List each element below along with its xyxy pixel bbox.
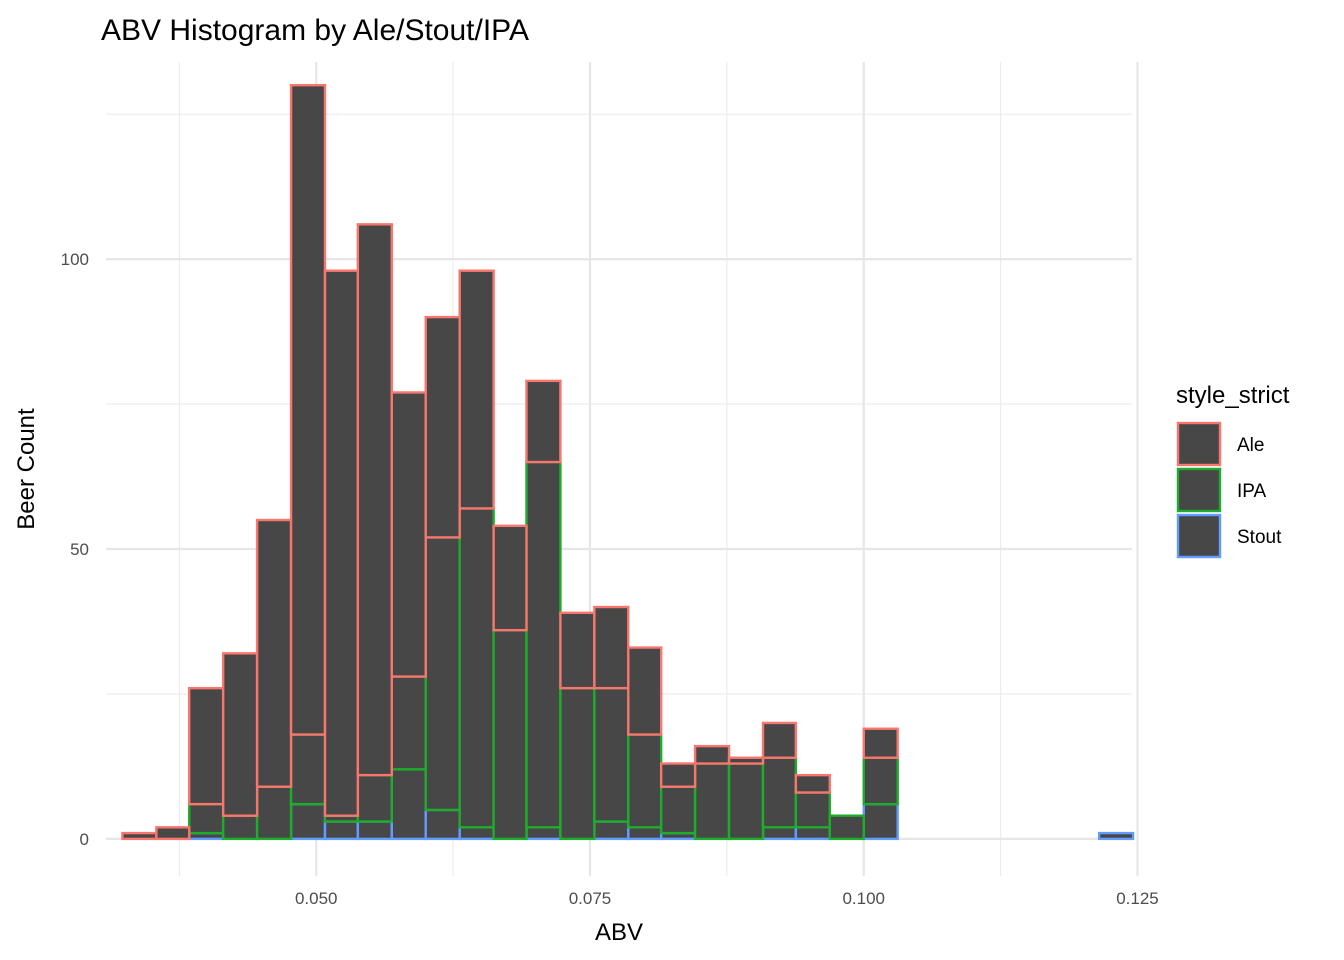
histogram-bar-stout	[862, 802, 899, 841]
histogram-bar-ale	[458, 269, 495, 510]
histogram-bar-ipa	[424, 536, 461, 812]
histogram-bar-ipa	[727, 762, 765, 841]
histogram-bar-ipa	[627, 733, 663, 829]
legend-title: style_strict	[1176, 382, 1290, 409]
histogram-bar-ale	[659, 762, 697, 788]
histogram-bar-stout	[525, 826, 562, 841]
histogram-bar-ipa	[390, 675, 427, 771]
histogram-bars	[121, 83, 1135, 841]
histogram-bar-ipa	[458, 507, 495, 829]
x-axis-ticks: 0.050 0.075 0.100 0.125	[295, 889, 1159, 908]
legend-items: Ale IPA Stout	[1176, 421, 1282, 559]
histogram-bar-ale	[525, 379, 562, 464]
y-tick-label: 100	[61, 250, 89, 269]
legend-label-stout: Stout	[1237, 527, 1282, 548]
histogram-bar-ale	[727, 756, 765, 765]
histogram-bar-stout	[356, 820, 393, 841]
histogram-bar-ipa	[794, 791, 831, 829]
histogram-bar-ale	[188, 686, 225, 806]
histogram-bar-ipa	[188, 802, 225, 835]
histogram-bar-ale	[693, 744, 731, 765]
histogram-bar-ipa	[659, 785, 697, 835]
histogram-bar-stout	[289, 802, 327, 841]
histogram-bar-ale	[323, 269, 360, 817]
histogram-bar-ipa	[492, 628, 528, 841]
histogram-bar-ipa	[761, 756, 798, 829]
histogram-bar-ale	[862, 727, 899, 759]
histogram-bar-ipa	[356, 773, 393, 823]
legend-label-ipa: IPA	[1237, 481, 1267, 502]
histogram-bar-ale	[289, 83, 327, 736]
histogram-bar-ale	[761, 721, 798, 759]
histogram-bar-stout	[390, 768, 427, 841]
histogram-bar-ipa	[255, 785, 293, 841]
histogram-bar-ale	[627, 646, 663, 736]
histogram-bar-stout	[593, 820, 630, 841]
histogram-bar-ipa	[828, 814, 865, 841]
histogram-bar-ale	[356, 223, 393, 777]
histogram-bar-ipa	[693, 762, 731, 841]
chart-title: ABV Histogram by Ale/Stout/IPA	[101, 14, 529, 47]
histogram-bar-stout	[794, 826, 831, 841]
histogram-bar-ale	[593, 605, 630, 690]
legend-key-stout	[1176, 513, 1222, 559]
histogram-bar-ale	[221, 652, 259, 817]
legend-label-ale: Ale	[1237, 435, 1264, 456]
histogram-bar-stout	[458, 826, 495, 841]
y-tick-label: 0	[80, 830, 89, 849]
histogram-bar-ale	[155, 826, 191, 841]
histogram-bar-ipa	[289, 733, 327, 806]
x-axis-title: ABV	[595, 919, 643, 946]
x-tick-label: 0.100	[842, 889, 885, 908]
histogram-bar-ipa	[593, 686, 630, 823]
histogram-bar-ale	[794, 773, 831, 794]
histogram-bar-ipa	[862, 756, 899, 806]
histogram-bar-ale	[390, 391, 427, 678]
histogram-bar-ale	[492, 524, 528, 632]
legend-key-ipa	[1176, 467, 1222, 513]
x-tick-label: 0.125	[1116, 889, 1159, 908]
histogram-bar-stout	[627, 826, 663, 841]
histogram-bar-ipa	[221, 814, 259, 841]
legend-key-ale	[1176, 421, 1222, 467]
y-axis-title: Beer Count	[13, 408, 40, 530]
y-tick-label: 50	[70, 540, 89, 559]
histogram-bar-ipa	[559, 686, 596, 841]
histogram-bar-stout	[424, 808, 461, 841]
histogram-bar-ale	[121, 831, 158, 841]
legend: style_strict Ale IPA Stout	[1176, 382, 1290, 559]
histogram-bar-ipa	[525, 460, 562, 829]
x-tick-label: 0.050	[295, 889, 338, 908]
histogram-bar-stout	[1097, 831, 1135, 841]
histogram-bar-ale	[255, 518, 293, 788]
histogram-bar-stout	[323, 820, 360, 841]
histogram-bar-ale	[559, 611, 596, 690]
histogram-bar-stout	[761, 826, 798, 841]
histogram-bar-ale	[424, 315, 461, 539]
x-tick-label: 0.075	[569, 889, 612, 908]
y-axis-ticks: 0 50 100	[61, 250, 89, 849]
